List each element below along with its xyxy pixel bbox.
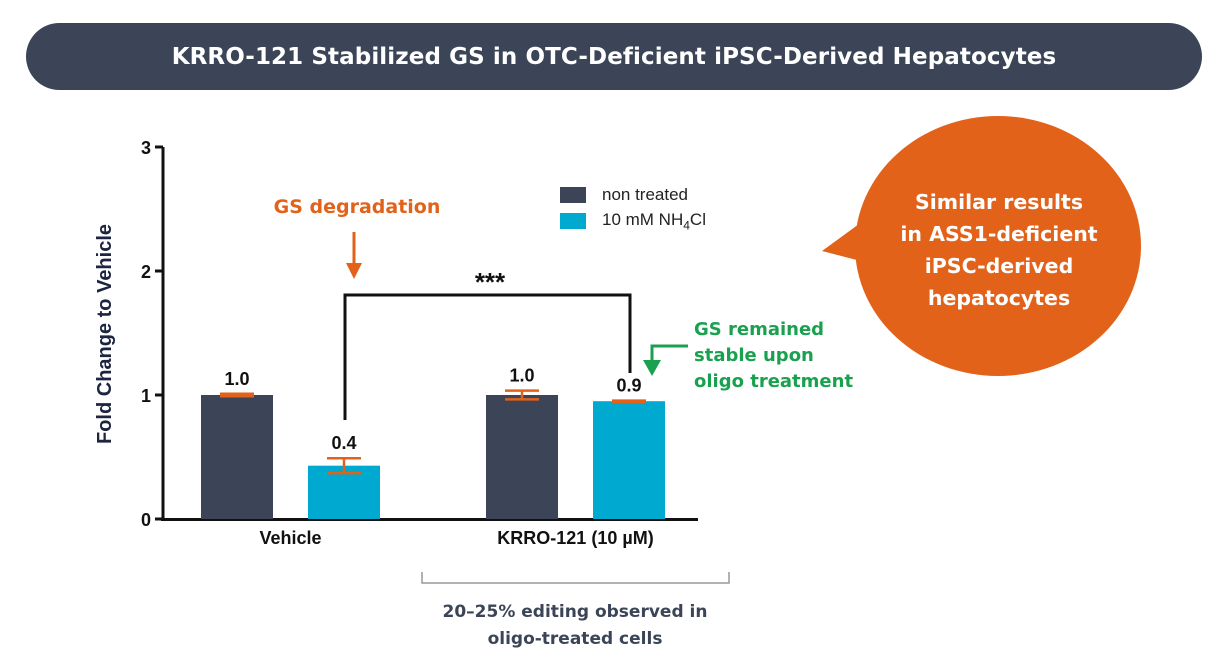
data-label: 0.4 bbox=[331, 433, 356, 453]
bar-non-treated bbox=[486, 395, 558, 519]
bar-nh4cl bbox=[308, 465, 380, 519]
y-tick-label: 3 bbox=[141, 138, 151, 158]
stable-arrow-icon bbox=[643, 344, 688, 376]
bar-nh4cl bbox=[593, 401, 665, 519]
bars-group: 1.0 0.4 1.0 0.9 Vehicle KRRO-121 (10 µM) bbox=[201, 366, 665, 548]
callout-text: Similar results in ASS1-deficient iPSC-d… bbox=[900, 190, 1098, 310]
data-label: 1.0 bbox=[509, 366, 534, 386]
stable-annotation: GS remained stable upon oligo treatment bbox=[694, 319, 854, 392]
bar-non-treated bbox=[201, 395, 273, 519]
title-banner: KRRO-121 Stabilized GS in OTC-Deficient … bbox=[26, 23, 1202, 90]
x-tick-label: Vehicle bbox=[259, 528, 321, 548]
editing-footnote: 20–25% editing observed in oligo-treated… bbox=[442, 602, 708, 649]
legend-item-non-treated: non treated bbox=[560, 182, 706, 208]
page-title: KRRO-121 Stabilized GS in OTC-Deficient … bbox=[171, 43, 1057, 70]
data-label: 0.9 bbox=[616, 376, 641, 396]
data-label: 1.0 bbox=[224, 369, 249, 389]
legend-item-nh4cl: 10 mM NH4Cl bbox=[560, 208, 706, 234]
degradation-annotation: GS degradation bbox=[273, 196, 441, 218]
x-tick-label: KRRO-121 (10 µM) bbox=[497, 528, 653, 548]
callout-bubble bbox=[822, 116, 1141, 376]
legend-swatch-nh4cl bbox=[560, 213, 586, 229]
significance-label: *** bbox=[475, 267, 506, 297]
legend-label-nh4cl: 10 mM NH4Cl bbox=[602, 209, 706, 233]
legend-swatch-non-treated bbox=[560, 187, 586, 203]
footnote-bracket bbox=[421, 572, 730, 584]
legend-label-non-treated: non treated bbox=[602, 185, 689, 204]
significance-bracket bbox=[343, 293, 632, 420]
y-tick-label: 0 bbox=[141, 510, 151, 530]
degradation-arrow-icon bbox=[346, 232, 362, 279]
y-axis-label: Fold Change to Vehicle bbox=[94, 224, 116, 444]
y-ticks: 0 1 2 3 bbox=[141, 138, 163, 530]
legend: non treated 10 mM NH4Cl bbox=[560, 182, 706, 234]
y-tick-label: 1 bbox=[141, 386, 151, 406]
y-tick-label: 2 bbox=[141, 262, 151, 282]
